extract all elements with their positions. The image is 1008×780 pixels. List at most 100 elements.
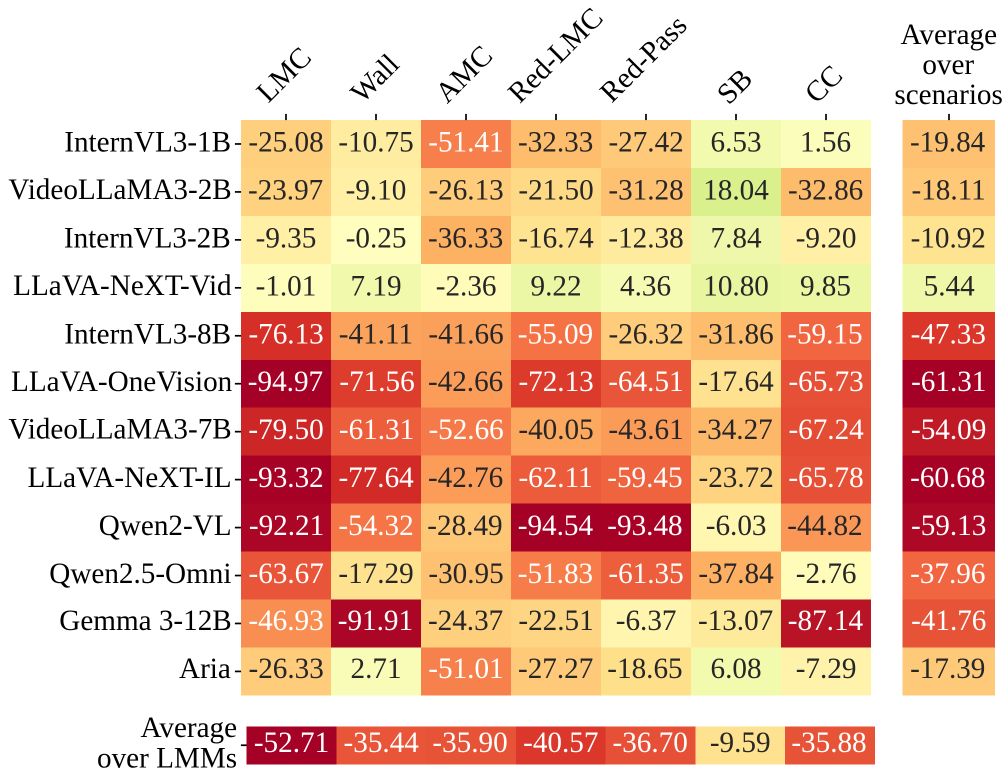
svg-text:-32.33: -32.33 [518,126,593,158]
svg-text:1.56: 1.56 [800,126,851,158]
svg-text:-35.88: -35.88 [791,727,866,759]
svg-text:-32.86: -32.86 [788,174,863,206]
svg-text:-46.93: -46.93 [248,605,323,637]
svg-text:2.71: 2.71 [351,653,402,685]
svg-text:9.22: 9.22 [531,270,582,302]
svg-text:-34.27: -34.27 [697,414,772,446]
svg-text:-9.20: -9.20 [796,222,857,254]
svg-text:-22.51: -22.51 [518,605,593,637]
svg-text:-40.05: -40.05 [518,414,593,446]
svg-text:-37.84: -37.84 [698,558,774,590]
svg-text:Average: Average [141,712,238,744]
svg-text:-35.90: -35.90 [432,727,507,759]
svg-text:9.85: 9.85 [800,270,851,302]
svg-text:-24.37: -24.37 [428,605,503,637]
svg-text:-54.09: -54.09 [911,414,986,446]
svg-text:-1.01: -1.01 [256,270,317,302]
svg-text:-37.96: -37.96 [910,558,985,590]
svg-text:over LMMs: over LMMs [97,742,237,774]
svg-text:Average: Average [901,19,998,51]
svg-text:-63.67: -63.67 [249,558,324,590]
svg-text:6.53: 6.53 [711,126,762,158]
svg-text:-31.86: -31.86 [698,318,773,350]
svg-text:-9.35: -9.35 [256,222,317,254]
svg-text:-61.35: -61.35 [608,558,683,590]
svg-text:-17.29: -17.29 [338,558,413,590]
svg-text:-87.14: -87.14 [788,605,864,637]
svg-text:7.84: 7.84 [711,222,762,254]
svg-text:-10.75: -10.75 [338,126,413,158]
svg-text:Gemma 3-12B: Gemma 3-12B [59,605,231,637]
svg-text:-79.50: -79.50 [248,414,323,446]
svg-text:-72.13: -72.13 [518,366,593,398]
svg-text:4.36: 4.36 [620,270,671,302]
svg-text:-12.38: -12.38 [608,222,683,254]
svg-text:-61.31: -61.31 [339,414,414,446]
svg-text:-52.71: -52.71 [254,727,329,759]
svg-text:-10.92: -10.92 [911,222,986,254]
svg-text:-2.76: -2.76 [796,558,857,590]
svg-text:LLaVA-NeXT-IL: LLaVA-NeXT-IL [28,462,232,494]
svg-text:-18.11: -18.11 [912,174,986,206]
svg-text:VideoLLaMA3-7B: VideoLLaMA3-7B [8,414,231,446]
svg-text:-26.33: -26.33 [249,653,324,685]
svg-text:-42.76: -42.76 [428,462,503,494]
svg-text:-36.70: -36.70 [613,727,688,759]
svg-text:-41.11: -41.11 [339,318,413,350]
svg-text:-77.64: -77.64 [338,462,414,494]
svg-text:-94.97: -94.97 [248,366,323,398]
svg-text:-27.27: -27.27 [518,653,593,685]
svg-text:-27.42: -27.42 [608,126,683,158]
svg-text:-71.56: -71.56 [339,366,414,398]
svg-text:18.04: 18.04 [703,174,769,206]
svg-text:-7.29: -7.29 [796,653,857,685]
svg-text:-76.13: -76.13 [248,318,323,350]
svg-text:-55.09: -55.09 [518,318,593,350]
svg-text:-41.66: -41.66 [428,318,503,350]
svg-text:-6.03: -6.03 [706,510,767,542]
svg-text:-19.84: -19.84 [910,126,986,158]
svg-text:-44.82: -44.82 [787,510,862,542]
svg-text:-65.78: -65.78 [788,462,863,494]
svg-text:-64.51: -64.51 [608,366,683,398]
svg-text:-2.36: -2.36 [436,270,497,302]
svg-text:-23.72: -23.72 [699,462,774,494]
svg-text:Qwen2-VL: Qwen2-VL [99,510,232,542]
svg-text:-21.50: -21.50 [518,174,593,206]
svg-text:LLaVA-NeXT-Vid: LLaVA-NeXT-Vid [13,270,232,302]
svg-text:-43.61: -43.61 [608,414,683,446]
svg-text:-59.13: -59.13 [911,510,986,542]
svg-text:VideoLLaMA3-2B: VideoLLaMA3-2B [8,174,231,206]
svg-text:Qwen2.5-Omni: Qwen2.5-Omni [49,558,231,590]
svg-text:-16.74: -16.74 [518,222,594,254]
svg-text:-28.49: -28.49 [427,510,502,542]
svg-text:-67.24: -67.24 [788,414,864,446]
svg-text:-60.68: -60.68 [910,462,985,494]
svg-text:-0.25: -0.25 [346,222,407,254]
svg-text:Aria: Aria [179,653,231,685]
svg-text:-61.31: -61.31 [911,366,986,398]
svg-text:-35.44: -35.44 [344,727,420,759]
svg-text:-54.32: -54.32 [338,510,413,542]
svg-text:-51.83: -51.83 [518,558,593,590]
svg-text:-6.37: -6.37 [616,605,677,637]
svg-text:-59.15: -59.15 [787,318,862,350]
svg-text:scenarios: scenarios [894,79,1002,111]
svg-text:-17.64: -17.64 [698,366,774,398]
svg-text:-17.39: -17.39 [910,653,985,685]
svg-text:-41.76: -41.76 [911,605,986,637]
svg-text:-42.66: -42.66 [428,366,503,398]
svg-text:10.80: 10.80 [703,270,769,302]
svg-text:-51.01: -51.01 [428,653,503,685]
svg-text:-51.41: -51.41 [428,126,503,158]
svg-text:-13.07: -13.07 [698,605,773,637]
svg-text:-9.10: -9.10 [346,174,407,206]
svg-text:LLaVA-OneVision: LLaVA-OneVision [11,366,233,398]
svg-text:-9.59: -9.59 [710,727,771,759]
svg-text:-26.13: -26.13 [428,174,503,206]
svg-text:5.44: 5.44 [924,270,975,302]
svg-text:InternVL3-2B: InternVL3-2B [64,222,231,254]
svg-text:InternVL3-8B: InternVL3-8B [64,318,231,350]
svg-text:-31.28: -31.28 [608,174,683,206]
svg-text:-23.97: -23.97 [248,174,323,206]
